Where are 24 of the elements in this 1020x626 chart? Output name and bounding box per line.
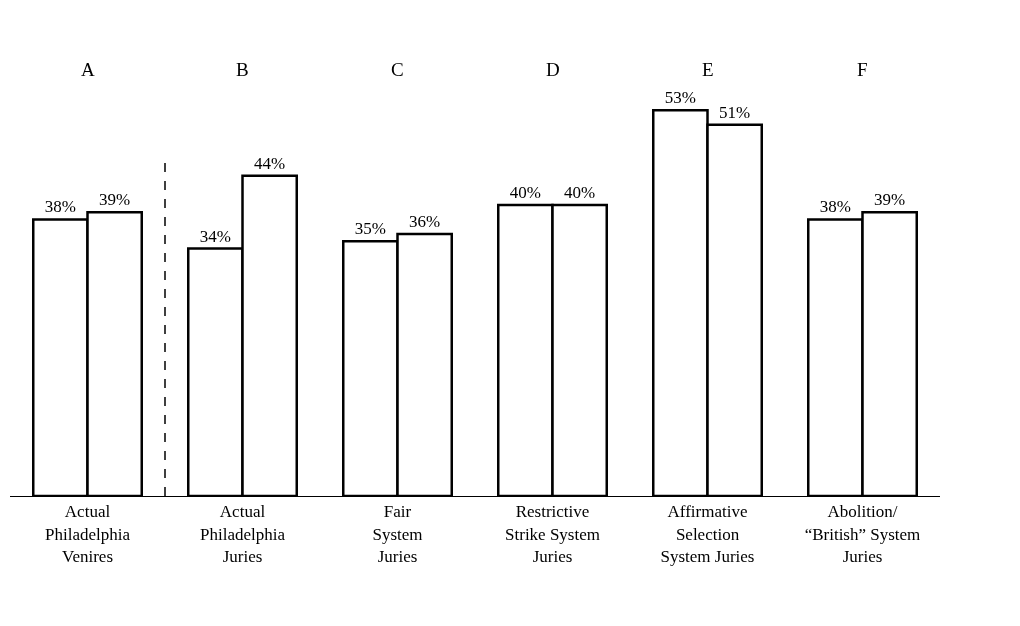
text: B: [236, 59, 249, 80]
text: E: [702, 59, 714, 80]
x-tick-label: Actual Philadelphia Juries: [200, 502, 286, 566]
data-label: 39%: [99, 190, 131, 210]
text: F: [857, 59, 868, 80]
data-label: 35%: [354, 219, 386, 239]
data-label: 36%: [409, 212, 441, 232]
text: C: [391, 59, 404, 80]
data-label: 40%: [509, 182, 541, 202]
data-label: 34%: [199, 226, 231, 246]
data-label: 38%: [44, 197, 76, 217]
text: A: [81, 59, 95, 80]
data-label: 53%: [664, 88, 696, 108]
text: D: [546, 59, 560, 80]
x-tick-label: Actual Philadelphia Venires: [45, 502, 131, 566]
data-label: 40%: [564, 182, 596, 202]
data-label: 39%: [874, 190, 906, 210]
x-tick-label: Abolition/ “British” System Juries: [804, 502, 921, 566]
data-label: 44%: [254, 153, 286, 173]
x-tick-label: Restrictive Strike System Juries: [505, 502, 600, 566]
data-label: 38%: [819, 197, 851, 217]
x-tick-label: Affirmative Selection System Juries: [660, 502, 755, 566]
data-label: 51%: [719, 102, 751, 122]
x-tick-label: Fair System Juries: [372, 502, 423, 566]
